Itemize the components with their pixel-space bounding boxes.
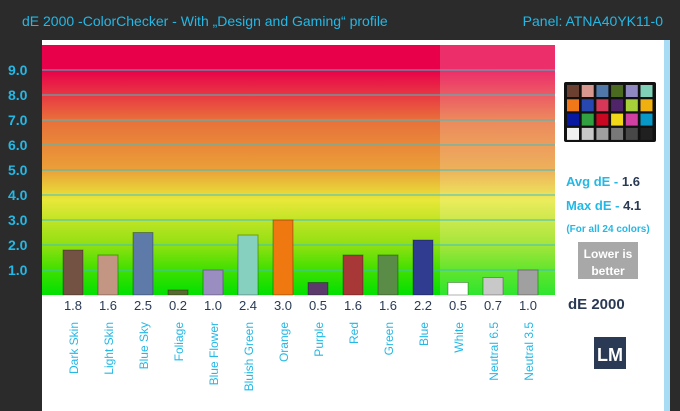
- y-tick-label: 4.0: [8, 187, 28, 203]
- checker-patch: [567, 99, 579, 112]
- data-label: 0.7: [484, 298, 502, 313]
- max-value: 4.1: [623, 198, 641, 213]
- category-label: Neutral 3.5: [522, 322, 536, 381]
- data-label: 1.6: [99, 298, 117, 313]
- category-label: Purple: [312, 322, 326, 357]
- panel-label: Panel: ATNA40YK11-0: [523, 13, 664, 29]
- y-tick-label: 5.0: [8, 162, 28, 178]
- lower-line2: better: [591, 264, 625, 278]
- bar-bluish-green: [237, 234, 259, 296]
- category-label: Red: [347, 322, 361, 344]
- avg-label: Avg dE -: [566, 174, 622, 189]
- category-label: Dark Skin: [67, 322, 81, 374]
- bar-orange: [272, 219, 294, 296]
- checker-patch: [596, 85, 609, 97]
- checker-patch: [611, 113, 624, 126]
- note: (For all 24 colors): [566, 224, 649, 235]
- data-label: 1.8: [64, 298, 82, 313]
- category-label: Orange: [277, 322, 291, 362]
- checker-patch: [581, 127, 594, 140]
- checker-patch: [625, 99, 638, 112]
- category-label: Blue: [417, 322, 431, 346]
- checker-patch: [596, 127, 609, 140]
- y-tick-label: 3.0: [8, 212, 28, 228]
- data-label: 1.0: [519, 298, 537, 313]
- x-axis-label: dE 2000: [568, 296, 625, 313]
- data-label: 1.6: [379, 298, 397, 313]
- y-tick-label: 8.0: [8, 87, 28, 103]
- lm-logo: [594, 337, 626, 369]
- lm-logo-text: LM: [597, 345, 623, 365]
- checker-patch: [625, 85, 638, 97]
- y-tick-label: 7.0: [8, 112, 28, 128]
- y-tick-label: 1.0: [8, 262, 28, 278]
- category-label: Blue Flower: [207, 322, 221, 385]
- y-tick-label: 9.0: [8, 62, 28, 78]
- data-label: 1.0: [204, 298, 222, 313]
- data-label: 2.2: [414, 298, 432, 313]
- bar-blue-sky: [132, 232, 154, 296]
- checker-patch: [640, 113, 653, 126]
- bar-blue-flower: [202, 269, 224, 296]
- bar-dark-skin: [62, 249, 84, 296]
- category-label: White: [452, 322, 466, 353]
- category-label: Bluish Green: [242, 322, 256, 391]
- checker-patch: [640, 85, 653, 97]
- checker-patch: [581, 113, 594, 126]
- category-label: Light Skin: [102, 322, 116, 375]
- checker-patch: [596, 113, 609, 126]
- data-label: 0.5: [309, 298, 327, 313]
- checker-patch: [640, 127, 653, 140]
- bar-foliage: [167, 289, 189, 296]
- checker-patch: [581, 99, 594, 112]
- bar-white: [447, 282, 469, 296]
- checker-patch: [625, 113, 638, 126]
- category-label: Green: [382, 322, 396, 355]
- bar-green: [377, 254, 399, 296]
- bar-neutral-3.5: [517, 269, 539, 296]
- data-label: 3.0: [274, 298, 292, 313]
- bar-light-skin: [97, 254, 119, 296]
- checker-patch: [567, 127, 579, 140]
- lower-better-box: [578, 242, 638, 279]
- data-label: 1.6: [344, 298, 362, 313]
- data-label: 0.5: [449, 298, 467, 313]
- max-label: Max dE -: [566, 198, 623, 213]
- chart-title: dE 2000 -ColorChecker - With „Design and…: [22, 13, 388, 29]
- y-tick-label: 2.0: [8, 237, 28, 253]
- checker-patch: [611, 99, 624, 112]
- data-label: 2.5: [134, 298, 152, 313]
- category-label: Foliage: [172, 322, 186, 362]
- y-tick-label: 6.0: [8, 137, 28, 153]
- avg-value: 1.6: [622, 174, 640, 189]
- bar-blue: [412, 239, 434, 296]
- avg-line: Avg dE - 1.6: [566, 174, 640, 189]
- bar-neutral-6.5: [482, 277, 504, 296]
- data-label: 2.4: [239, 298, 257, 313]
- lower-line1: Lower is: [584, 247, 633, 261]
- right-border: [664, 40, 670, 411]
- checker-patch: [596, 99, 609, 112]
- checker-patch: [640, 99, 653, 112]
- checker-patch: [567, 85, 579, 97]
- category-label: Blue Sky: [137, 322, 151, 369]
- checker-patch: [611, 85, 624, 97]
- checker-patch: [567, 113, 579, 126]
- bar-purple: [307, 282, 329, 296]
- data-label: 0.2: [169, 298, 187, 313]
- max-line: Max dE - 4.1: [566, 198, 641, 213]
- category-label: Neutral 6.5: [487, 322, 501, 381]
- checker-patch: [581, 85, 594, 97]
- checker-patch: [625, 127, 638, 140]
- checker-patch: [611, 127, 624, 140]
- bar-red: [342, 254, 364, 296]
